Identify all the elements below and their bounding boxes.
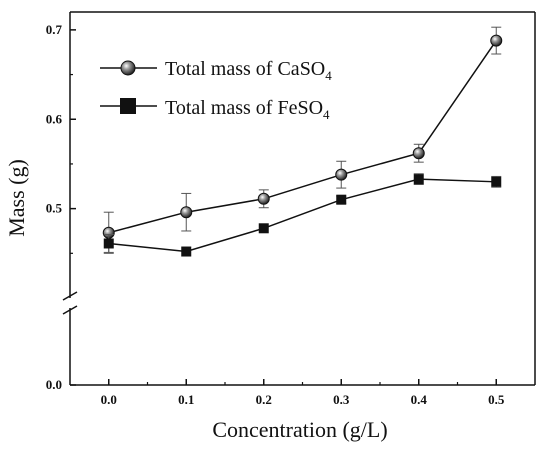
y-tick-label: 0.0 bbox=[46, 377, 62, 392]
data-point-feso4 bbox=[181, 246, 192, 257]
data-point-caso4 bbox=[335, 168, 348, 181]
legend-label-caso4-main: Total mass of CaSO bbox=[165, 58, 325, 80]
legend-label-caso4: Total mass of CaSO4 bbox=[165, 58, 332, 83]
x-tick-label: 0.2 bbox=[256, 392, 272, 407]
legend-label-feso4-sub: 4 bbox=[323, 107, 330, 122]
data-point-feso4 bbox=[103, 238, 114, 249]
data-point-feso4 bbox=[491, 176, 502, 187]
data-point-feso4 bbox=[413, 174, 424, 185]
data-point-caso4 bbox=[257, 192, 270, 205]
x-axis-title: Concentration (g/L) bbox=[212, 417, 387, 442]
series-layer bbox=[102, 26, 503, 257]
axis-break-mark-lower bbox=[62, 305, 78, 315]
data-point-feso4 bbox=[336, 194, 347, 205]
y-tick-label: 0.5 bbox=[46, 201, 63, 216]
legend: Total mass of CaSO4 Total mass of FeSO4 bbox=[100, 58, 332, 122]
y-axis-title: Mass (g) bbox=[4, 159, 29, 237]
data-point-caso4 bbox=[180, 206, 193, 219]
x-tick-label: 0.5 bbox=[488, 392, 505, 407]
legend-label-feso4: Total mass of FeSO4 bbox=[165, 97, 330, 122]
axis-break-mark-upper bbox=[62, 291, 78, 301]
y-tick-label: 0.7 bbox=[46, 22, 63, 37]
x-tick-label: 0.3 bbox=[333, 392, 350, 407]
data-point-caso4 bbox=[490, 34, 503, 47]
series-line-feso4 bbox=[108, 178, 497, 253]
x-ticks: 0.0 0.1 0.2 0.3 0.4 0.5 bbox=[101, 379, 505, 407]
legend-label-caso4-sub: 4 bbox=[325, 68, 332, 83]
legend-marker-feso4 bbox=[120, 98, 136, 114]
data-point-feso4 bbox=[258, 223, 269, 234]
data-point-caso4 bbox=[412, 147, 425, 160]
x-tick-label: 0.1 bbox=[178, 392, 194, 407]
y-ticks: 0.0 0.5 0.6 0.7 bbox=[46, 22, 76, 392]
x-tick-label: 0.0 bbox=[101, 392, 117, 407]
x-tick-label: 0.4 bbox=[411, 392, 428, 407]
legend-label-feso4-main: Total mass of FeSO bbox=[165, 97, 323, 119]
y-tick-label: 0.6 bbox=[46, 111, 63, 126]
series-line-caso4 bbox=[108, 40, 497, 234]
legend-marker-caso4 bbox=[120, 60, 136, 76]
